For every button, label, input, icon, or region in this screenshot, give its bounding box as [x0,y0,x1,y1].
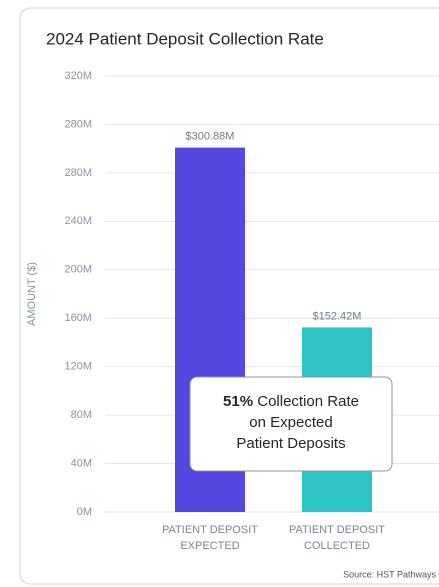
annotation: 51% Collection Rate on Expected Patient De… [189,376,393,472]
y-tick-label: 40M [71,457,92,469]
y-tick-label: 200M [64,264,92,276]
y-tick-label: 240M [64,215,92,227]
annotation-line: Patient Deposits [236,435,345,452]
annotation-line: 51% Collection Rate [223,393,359,410]
y-tick-label: 280M [64,167,92,179]
y-tick-label: 160M [64,312,92,324]
y-tick-label: 0M [77,506,92,518]
x-tick-label: PATIENT DEPOSIT [162,524,258,536]
chart-title: 2024 Patient Deposit Collection Rate [46,29,324,48]
annotation-line: on Expected [249,414,332,431]
annotation-text: Collection Rate [257,393,359,410]
annotation-box [189,376,393,472]
x-tick-label: PATIENT DEPOSIT [289,524,385,536]
annotation-bold: 51% [223,393,253,410]
y-tick-label: 80M [71,409,92,421]
y-tick-label: 280M [64,118,92,130]
source: Source: HST Pathways [343,569,436,579]
x-tick-label: COLLECTED [304,540,370,552]
x-tick-label: EXPECTED [180,540,239,552]
y-tick-label: 320M [64,70,92,82]
y-axis-label: AMOUNT ($) [26,262,38,326]
value-label: $300.88M [186,131,235,143]
value-label: $152.42M [313,310,362,322]
y-tick-label: 120M [64,361,92,373]
